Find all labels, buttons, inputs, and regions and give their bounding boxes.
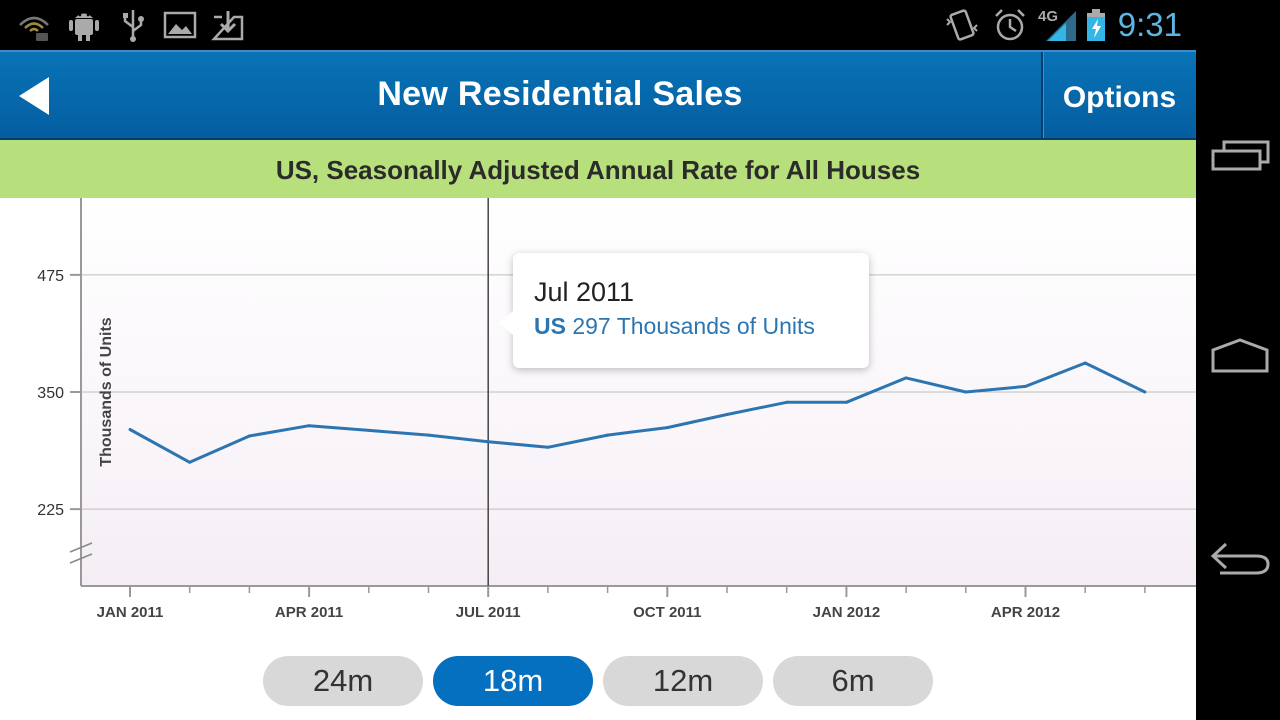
tooltip-value: US 297 Thousands of Units: [534, 313, 815, 340]
data-point: [665, 426, 669, 430]
data-point: [367, 428, 371, 432]
x-tick-label: JUL 2011: [456, 604, 521, 621]
tooltip-series: US: [534, 313, 566, 339]
clock: 9:31: [1117, 6, 1182, 43]
y-tick-label: 475: [37, 268, 64, 285]
data-point: [128, 427, 132, 431]
page-title: New Residential Sales: [377, 75, 743, 113]
chart-subtitle: US, Seasonally Adjusted Annual Rate for …: [275, 155, 921, 185]
network-type-label: 4G: [1038, 8, 1059, 25]
action-bar: New Residential Sales Options: [0, 50, 1196, 140]
range-button-12m[interactable]: 12m: [603, 656, 763, 706]
data-point: [546, 445, 550, 449]
data-point: [1083, 361, 1087, 365]
recent-apps-icon[interactable]: [1196, 120, 1280, 200]
data-point: [904, 376, 908, 380]
battery-charging-icon: [1087, 9, 1105, 41]
tooltip-date: Jul 2011: [534, 277, 635, 307]
data-tooltip: Jul 2011 US 297 Thousands of Units: [499, 253, 869, 368]
y-tick-label: 350: [37, 385, 64, 402]
data-point: [964, 390, 968, 394]
data-point: [427, 433, 430, 437]
android-debug-icon: [69, 13, 99, 41]
axis-break-mark: [69, 542, 93, 553]
data-point: [1143, 390, 1147, 394]
x-tick-label: OCT 2011: [633, 604, 701, 621]
vibrate-icon: [946, 9, 978, 41]
image-icon: [163, 11, 197, 39]
back-button[interactable]: [0, 52, 80, 140]
x-tick-label: JAN 2012: [813, 604, 881, 621]
download-icon: [211, 11, 244, 41]
range-button-6m[interactable]: 6m: [773, 656, 933, 706]
navigation-bar: [1196, 0, 1280, 720]
series-line-us: [129, 361, 1146, 464]
range-selector: 24m 18m 12m 6m: [0, 654, 1196, 720]
data-point: [307, 424, 311, 428]
data-point: [486, 440, 490, 444]
y-axis-label: Thousands of Units: [98, 317, 115, 466]
data-point: [785, 400, 789, 404]
x-tick-label: JAN 2011: [97, 604, 164, 621]
x-tick-label: APR 2012: [991, 604, 1060, 621]
data-point: [188, 460, 192, 464]
data-point: [1024, 384, 1027, 388]
options-button[interactable]: Options: [1041, 52, 1196, 138]
range-button-18m[interactable]: 18m: [433, 656, 593, 706]
network-4g-icon: [1046, 11, 1076, 41]
alarm-icon: [995, 9, 1025, 41]
x-tick-label: APR 2011: [275, 604, 343, 621]
data-point: [844, 400, 848, 404]
back-arrow-icon: [19, 77, 49, 115]
tooltip-value-text: 297 Thousands of Units: [572, 313, 815, 339]
y-tick-label: 225: [37, 502, 64, 519]
axis-break-mark: [69, 553, 93, 564]
wifi-signal-icon: [19, 16, 49, 41]
home-icon[interactable]: [1196, 320, 1280, 400]
data-point: [247, 434, 251, 438]
data-point: [606, 433, 610, 437]
status-bar: 4G 9:31: [0, 0, 1196, 50]
data-point: [725, 412, 729, 416]
back-icon[interactable]: [1196, 518, 1280, 598]
range-button-24m[interactable]: 24m: [263, 656, 423, 706]
usb-icon: [123, 10, 144, 42]
subtitle-bar: US, Seasonally Adjusted Annual Rate for …: [0, 140, 1196, 198]
